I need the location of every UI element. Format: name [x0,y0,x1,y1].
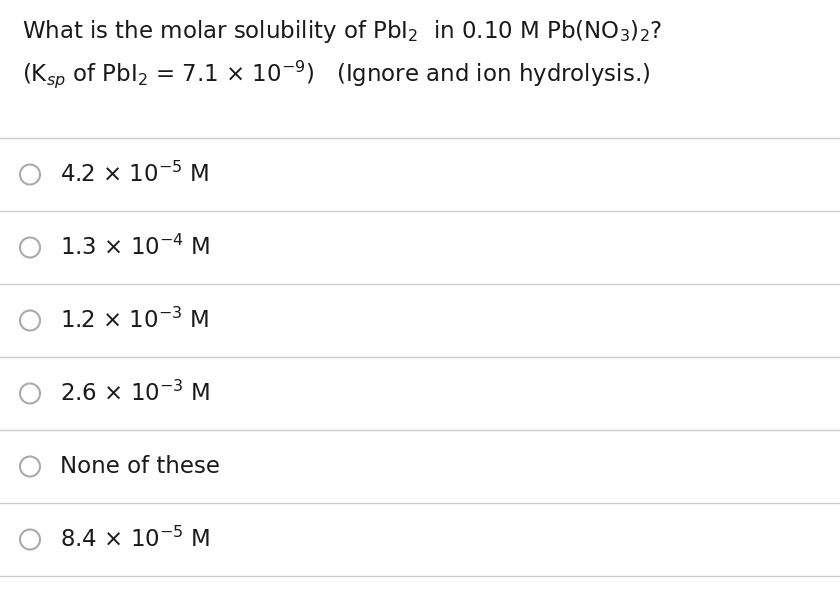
Text: 2.6 × 10$^{-3}$ M: 2.6 × 10$^{-3}$ M [60,381,211,406]
Text: What is the molar solubility of PbI$_2$  in 0.10 M Pb(NO$_3$)$_2$?: What is the molar solubility of PbI$_2$ … [22,18,663,45]
Text: None of these: None of these [60,455,220,478]
Text: (K$_{sp}$ of PbI$_2$ = 7.1 × 10$^{-9}$)   (Ignore and ion hydrolysis.): (K$_{sp}$ of PbI$_2$ = 7.1 × 10$^{-9}$) … [22,58,650,90]
Text: 1.2 × 10$^{-3}$ M: 1.2 × 10$^{-3}$ M [60,308,209,333]
Text: 4.2 × 10$^{-5}$ M: 4.2 × 10$^{-5}$ M [60,162,209,187]
Text: 1.3 × 10$^{-4}$ M: 1.3 × 10$^{-4}$ M [60,235,211,260]
Text: 8.4 × 10$^{-5}$ M: 8.4 × 10$^{-5}$ M [60,527,211,552]
